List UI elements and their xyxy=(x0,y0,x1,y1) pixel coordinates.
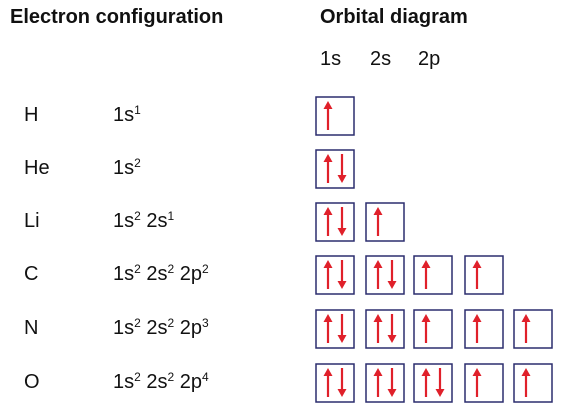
orbital-box xyxy=(365,255,405,295)
orbital-box xyxy=(315,255,355,295)
element-symbol: O xyxy=(24,371,40,393)
orbital-box xyxy=(464,363,504,403)
configuration-term: 2p2 xyxy=(179,262,209,285)
orbital-box xyxy=(365,309,405,349)
configuration-term: 2s2 xyxy=(146,370,175,393)
orbital-box xyxy=(413,309,453,349)
column-label-2s: 2s xyxy=(370,48,392,70)
configuration-term: 1s2 xyxy=(113,316,141,339)
element-symbol: H xyxy=(24,104,39,126)
configuration-term: 2p3 xyxy=(179,316,209,339)
electron-configuration: 1s2 2s2 2p3 xyxy=(113,317,209,340)
orbital-box xyxy=(365,202,405,242)
orbital-box xyxy=(365,363,405,403)
configuration-term: 1s2 xyxy=(113,209,141,232)
configuration-term: 2s1 xyxy=(146,209,175,232)
element-symbol: N xyxy=(24,317,39,339)
configuration-term: 2s2 xyxy=(146,316,175,339)
element-symbol: C xyxy=(24,263,39,285)
orbital-box xyxy=(464,255,504,295)
configuration-term: 1s2 xyxy=(113,156,141,179)
orbital-diagram-header: Orbital diagram xyxy=(320,6,468,28)
orbital-box xyxy=(315,149,355,189)
orbital-box xyxy=(315,309,355,349)
orbital-box xyxy=(413,255,453,295)
column-label-2p: 2p xyxy=(418,48,441,70)
configuration-term: 1s2 xyxy=(113,262,141,285)
orbital-box xyxy=(315,202,355,242)
orbital-box xyxy=(513,309,553,349)
orbital-box xyxy=(513,363,553,403)
element-symbol: He xyxy=(24,157,50,179)
configuration-term: 1s1 xyxy=(113,103,141,126)
configuration-term: 2p4 xyxy=(179,370,209,393)
electron-configuration: 1s2 2s2 2p2 xyxy=(113,263,209,286)
electron-configuration-header: Electron configuration xyxy=(10,6,224,28)
orbital-box xyxy=(413,363,453,403)
orbital-box xyxy=(464,309,504,349)
electron-configuration: 1s2 xyxy=(113,157,141,180)
electron-configuration: 1s2 2s1 xyxy=(113,210,174,233)
configuration-term: 2s2 xyxy=(146,262,175,285)
configuration-term: 1s2 xyxy=(113,370,141,393)
orbital-box xyxy=(315,363,355,403)
electron-configuration: 1s1 xyxy=(113,104,141,127)
electron-configuration: 1s2 2s2 2p4 xyxy=(113,371,209,394)
column-label-1s: 1s xyxy=(320,48,342,70)
orbital-box xyxy=(315,96,355,136)
element-symbol: Li xyxy=(24,210,40,232)
